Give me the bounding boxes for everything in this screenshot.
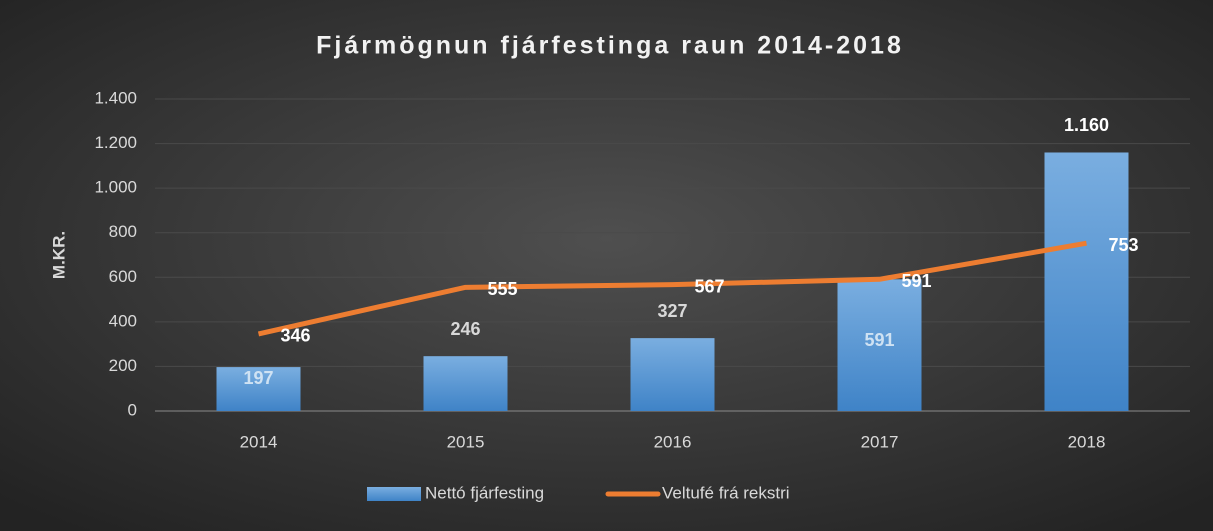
line-value-label: 753 <box>1109 235 1139 255</box>
y-tick-label: 1.200 <box>94 133 137 152</box>
bar <box>423 356 508 411</box>
chart-title: Fjármögnun fjárfestinga raun 2014-2018 <box>316 32 904 60</box>
y-tick-label: 1.000 <box>94 178 137 197</box>
x-tick-label: 2015 <box>447 432 485 451</box>
bar-value-label: 246 <box>450 319 480 339</box>
bar-value-label: 1.160 <box>1064 115 1109 135</box>
bar <box>1044 152 1129 411</box>
bar <box>630 338 715 411</box>
bar <box>216 367 301 411</box>
bar <box>837 279 922 411</box>
line-value-label: 591 <box>902 271 932 291</box>
y-axis-label: M.KR. <box>49 231 68 279</box>
x-tick-label: 2014 <box>240 432 278 451</box>
line-value-label: 567 <box>695 276 725 296</box>
legend-swatch <box>367 487 421 501</box>
y-tick-label: 1.400 <box>94 88 137 107</box>
line-value-label: 346 <box>281 326 311 346</box>
y-tick-label: 400 <box>109 311 137 330</box>
legend-label: Nettó fjárfesting <box>425 483 544 502</box>
bar-value-label: 327 <box>657 301 687 321</box>
x-tick-label: 2018 <box>1068 432 1106 451</box>
y-tick-label: 0 <box>128 400 137 419</box>
line <box>257 240 1087 337</box>
x-tick-label: 2017 <box>861 432 899 451</box>
bar-value-label: 197 <box>243 368 273 388</box>
y-tick-label: 600 <box>109 267 137 286</box>
y-tick-label: 200 <box>109 356 137 375</box>
legend-label: Veltufé frá rekstri <box>662 483 790 502</box>
line-value-label: 555 <box>488 279 518 299</box>
x-tick-label: 2016 <box>654 432 692 451</box>
y-tick-label: 800 <box>109 222 137 241</box>
bar-value-label: 591 <box>864 330 894 350</box>
